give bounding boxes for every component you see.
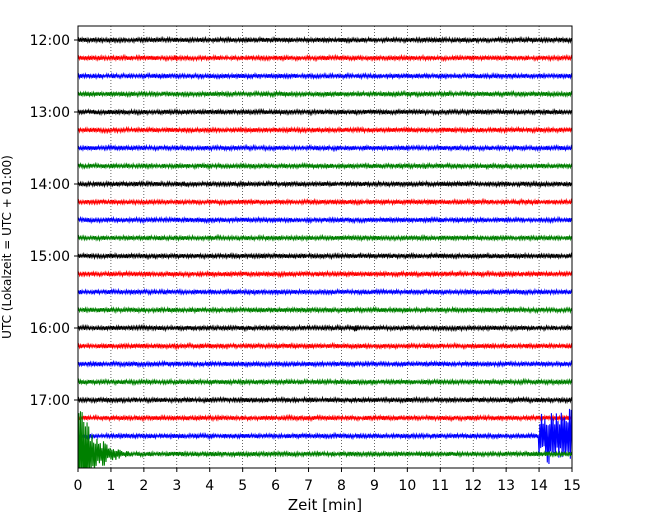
x-tick-label: 10 [398, 478, 416, 494]
x-tick-label: 8 [337, 478, 346, 494]
y-tick-label: 13:00 [30, 105, 70, 121]
x-tick-label: 9 [370, 478, 379, 494]
trace-line [78, 305, 572, 315]
trace-line [78, 143, 572, 153]
x-tick-label: 2 [139, 478, 148, 494]
x-tick-label: 12 [464, 478, 482, 494]
x-tick-label: 11 [431, 478, 449, 494]
x-axis-ticks: 0 1 2 3 4 5 6 7 8 9 10 11 12 13 14 15 [74, 468, 581, 494]
trace-line [78, 71, 572, 81]
y-tick-label: 17:00 [30, 393, 70, 409]
y-tick-label: 16:00 [30, 321, 70, 337]
x-tick-label: 7 [304, 478, 313, 494]
trace-line [78, 395, 572, 405]
trace-line [78, 341, 572, 351]
y-axis-ticks: 12:00 13:00 14:00 15:00 16:00 17:00 [30, 33, 78, 409]
trace-line [78, 411, 572, 468]
x-axis-label: Zeit [min] [288, 496, 362, 514]
trace-line [78, 197, 572, 207]
trace-line [78, 233, 572, 243]
trace-line [78, 53, 572, 63]
trace-line [78, 215, 572, 225]
trace-line [78, 179, 572, 189]
y-tick-label: 12:00 [30, 33, 70, 49]
x-tick-label: 15 [563, 478, 581, 494]
trace-line [78, 35, 572, 45]
x-tick-label: 14 [530, 478, 548, 494]
y-tick-label: 15:00 [30, 249, 70, 265]
x-tick-label: 13 [497, 478, 515, 494]
trace-line [78, 251, 572, 261]
x-tick-label: 1 [106, 478, 115, 494]
y-axis-label: UTC (Lokalzeit = UTC + 01:00) [0, 155, 14, 339]
x-tick-label: 6 [271, 478, 280, 494]
x-tick-label: 3 [172, 478, 181, 494]
trace-line [78, 269, 572, 279]
trace-line [78, 323, 572, 333]
x-tick-label: 5 [238, 478, 247, 494]
trace-layer [78, 35, 572, 468]
trace-line [78, 125, 572, 135]
trace-line [78, 408, 572, 464]
trace-line [78, 107, 572, 117]
trace-line [78, 161, 572, 171]
x-tick-label: 0 [74, 478, 83, 494]
plot-frame [77, 25, 573, 469]
x-tick-label: 4 [205, 478, 214, 494]
trace-line [78, 287, 572, 297]
trace-line [78, 89, 572, 99]
trace-line [78, 359, 572, 369]
trace-line [78, 413, 572, 423]
y-tick-label: 14:00 [30, 177, 70, 193]
trace-line [78, 377, 572, 387]
